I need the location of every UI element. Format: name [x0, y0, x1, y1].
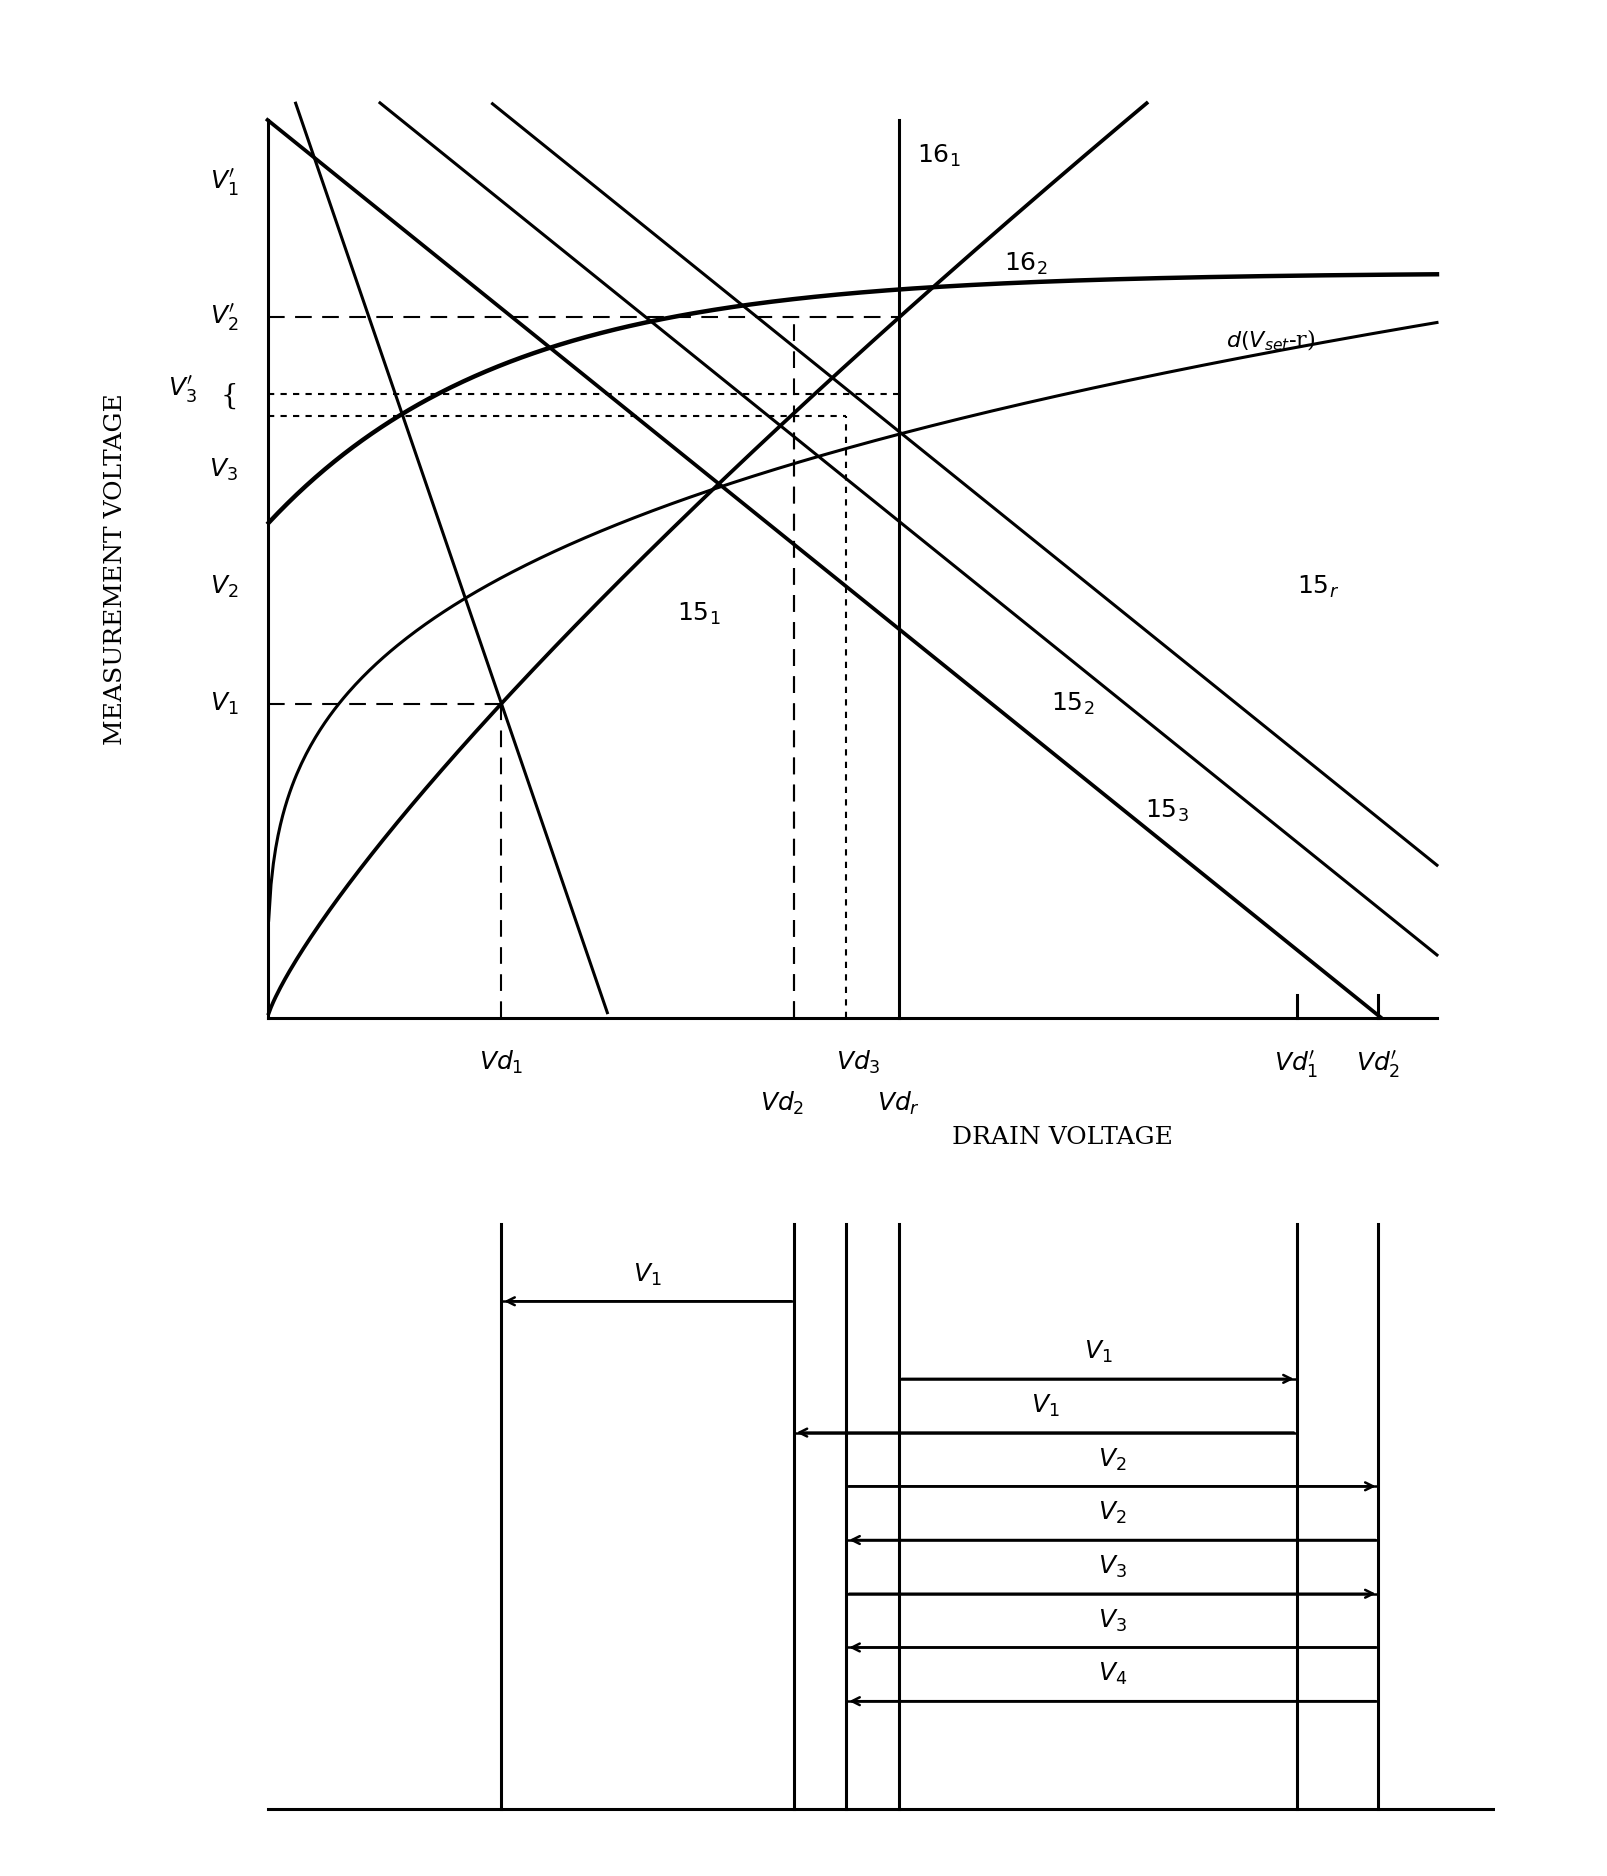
Text: $Vd_2$: $Vd_2$	[760, 1090, 804, 1116]
Text: $Vd_3$: $Vd_3$	[836, 1049, 881, 1077]
Text: $V_3'$: $V_3'$	[169, 373, 198, 405]
Text: $V_1$: $V_1$	[1030, 1392, 1059, 1418]
Text: $V_1$: $V_1$	[209, 690, 238, 717]
Text: $V_2$: $V_2$	[1098, 1446, 1127, 1473]
Text: $15_3$: $15_3$	[1144, 797, 1188, 824]
Text: {: {	[220, 383, 238, 409]
Text: $15_r$: $15_r$	[1295, 574, 1339, 600]
Text: $15_2$: $15_2$	[1051, 690, 1094, 717]
Text: $V_2$: $V_2$	[209, 574, 238, 600]
Text: $V_4$: $V_4$	[1098, 1662, 1127, 1687]
Text: $V_3$: $V_3$	[209, 458, 238, 484]
Text: $Vd_r$: $Vd_r$	[877, 1090, 919, 1116]
Text: $V_3$: $V_3$	[1098, 1608, 1127, 1634]
Text: $V_2$: $V_2$	[1098, 1501, 1127, 1527]
Text: $d(V_{set}$-r): $d(V_{set}$-r)	[1226, 326, 1315, 353]
Text: $V_3$: $V_3$	[1098, 1553, 1127, 1580]
Text: MEASUREMENT VOLTAGE: MEASUREMENT VOLTAGE	[104, 392, 127, 745]
Text: $V_1$: $V_1$	[633, 1261, 662, 1287]
Text: $Vd_1$: $Vd_1$	[479, 1049, 524, 1077]
Text: $V_2'$: $V_2'$	[209, 302, 238, 332]
Text: $16_2$: $16_2$	[1004, 251, 1048, 276]
Text: $V_1$: $V_1$	[1083, 1339, 1112, 1366]
Text: $16_1$: $16_1$	[916, 143, 959, 169]
Text: $V_1'$: $V_1'$	[209, 167, 238, 199]
Text: $15_1$: $15_1$	[677, 600, 720, 627]
Text: $Vd_1'$: $Vd_1'$	[1274, 1049, 1318, 1081]
Text: $Vd_2'$: $Vd_2'$	[1355, 1049, 1400, 1081]
Text: DRAIN VOLTAGE: DRAIN VOLTAGE	[951, 1126, 1173, 1148]
